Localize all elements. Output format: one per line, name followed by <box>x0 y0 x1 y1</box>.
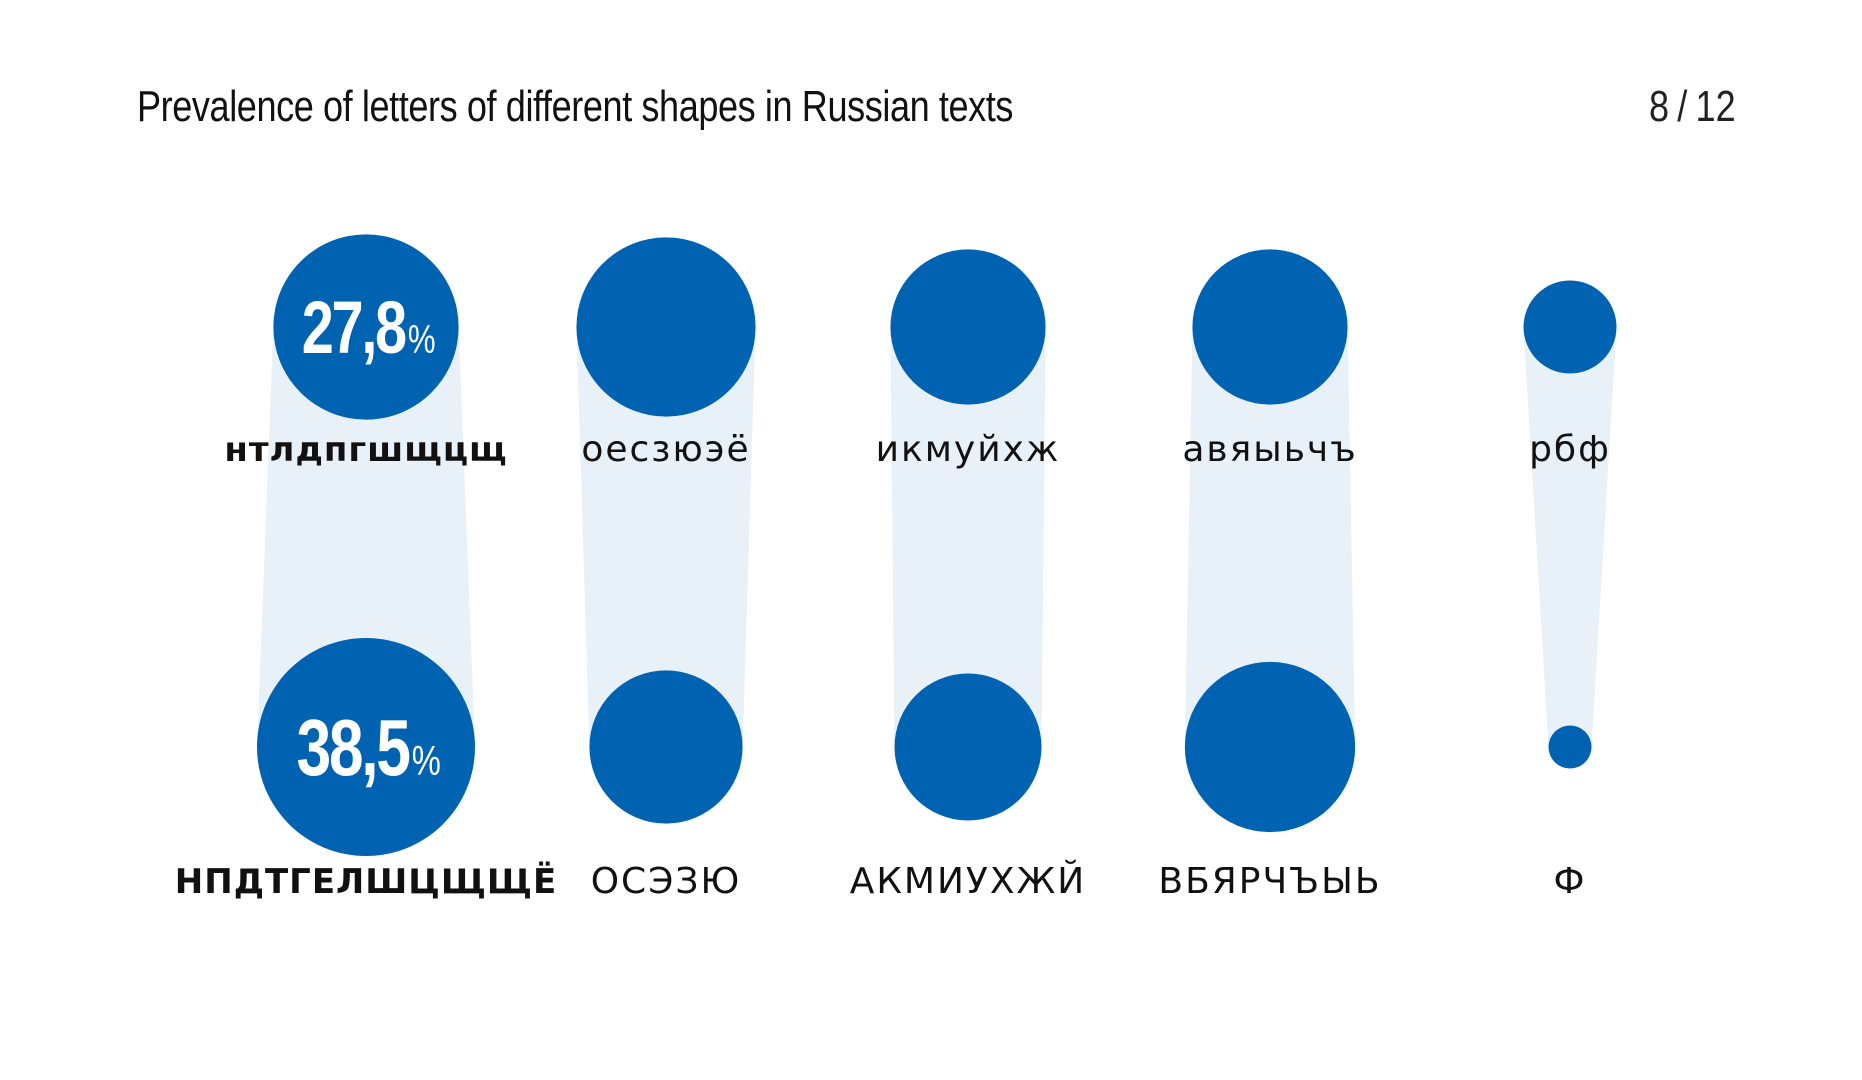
bubble-lowercase <box>273 234 459 420</box>
lowercase-letters-label: оесзюэё <box>581 429 750 470</box>
lowercase-letters-label: рбф <box>1529 429 1611 470</box>
lowercase-letters-label: авяыьчъ <box>1182 429 1357 470</box>
connector-band <box>1523 327 1617 747</box>
page-total: 12 <box>1695 82 1736 131</box>
page-separator: / <box>1677 82 1688 131</box>
bubble-uppercase <box>1548 725 1592 769</box>
bubble-lowercase <box>1192 249 1348 405</box>
bubble-lowercase <box>576 237 756 417</box>
connector-band <box>257 327 475 747</box>
connector-band <box>576 327 756 747</box>
connector-band <box>890 327 1046 747</box>
lowercase-letters-label: нтлдпгшщцщ <box>224 430 507 470</box>
lowercase-percent-label: 27,8% <box>302 287 435 370</box>
uppercase-letters-label: ОСЭЗЮ <box>591 861 742 902</box>
bubble-lowercase <box>1523 280 1617 374</box>
lowercase-letters-label: икмуйхж <box>876 429 1061 470</box>
bubble-uppercase <box>589 670 743 824</box>
uppercase-letters-label: ВБЯРЧЪЫЬ <box>1158 861 1381 902</box>
chart-title: Prevalence of letters of different shape… <box>137 82 1014 131</box>
uppercase-percent-label: 38,5% <box>297 704 441 793</box>
bubble-uppercase <box>894 673 1042 821</box>
bubble-uppercase <box>257 638 475 856</box>
bubble-lowercase <box>890 249 1046 405</box>
bubble-uppercase <box>1184 661 1356 833</box>
uppercase-letters-label: АКМИУХЖЙ <box>850 860 1086 902</box>
uppercase-letters-label: Ф <box>1554 861 1587 902</box>
uppercase-letters-label: НПДТГЕЛШЦЩЩЁ <box>175 861 557 902</box>
page-current: 8 <box>1649 82 1670 131</box>
page-indicator: 8/12 <box>1649 82 1736 132</box>
connector-band <box>1184 327 1356 747</box>
